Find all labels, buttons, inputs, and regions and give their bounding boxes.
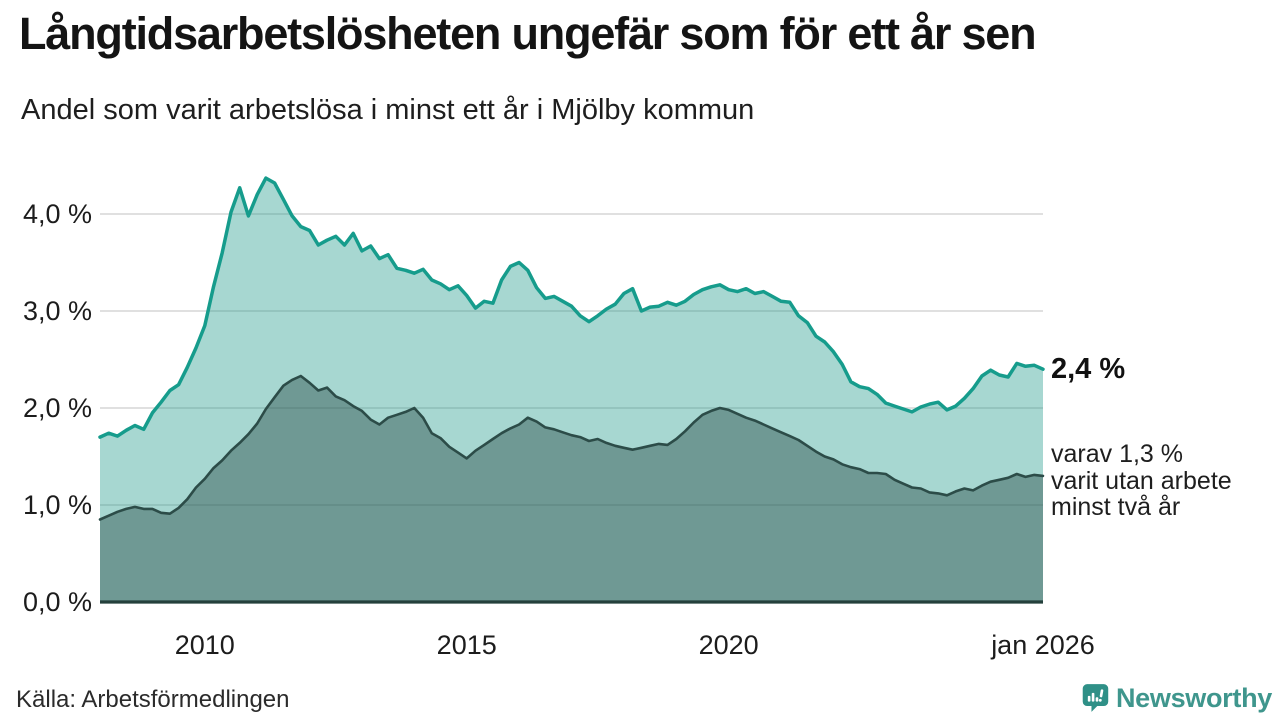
x-tick-label: 2020 bbox=[698, 630, 759, 660]
brand-logo: Newsworthy bbox=[1082, 678, 1272, 718]
source-note: Källa: Arbetsförmedlingen bbox=[16, 686, 290, 713]
secondary-annotation-line: varit utan arbete bbox=[1051, 466, 1232, 495]
secondary-annotation: varav 1,3 % varit utan arbete minst två år bbox=[1051, 441, 1232, 521]
y-tick-label: 2,0 % bbox=[22, 393, 92, 423]
secondary-annotation-line: minst två år bbox=[1051, 493, 1181, 521]
secondary-annotation-line: varav 1,3 % bbox=[1051, 440, 1184, 468]
newsworthy-icon bbox=[1082, 684, 1109, 712]
page-title: Långtidsarbetslösheten ungefär som för e… bbox=[19, 8, 1037, 59]
latest-value-annotation: 2,4 % bbox=[1051, 353, 1126, 385]
y-tick-label: 0,0 % bbox=[22, 587, 92, 617]
x-tick-label: jan 2026 bbox=[991, 630, 1095, 660]
x-tick-label: 2015 bbox=[436, 630, 497, 660]
x-tick-label: 2010 bbox=[174, 630, 235, 660]
y-tick-label: 4,0 % bbox=[22, 199, 92, 229]
brand-wordmark: Newsworthy bbox=[1115, 682, 1272, 713]
y-tick-label: 3,0 % bbox=[22, 296, 92, 326]
y-tick-label: 1,0 % bbox=[22, 490, 92, 520]
page-subtitle: Andel som varit arbetslösa i minst ett å… bbox=[21, 94, 755, 126]
